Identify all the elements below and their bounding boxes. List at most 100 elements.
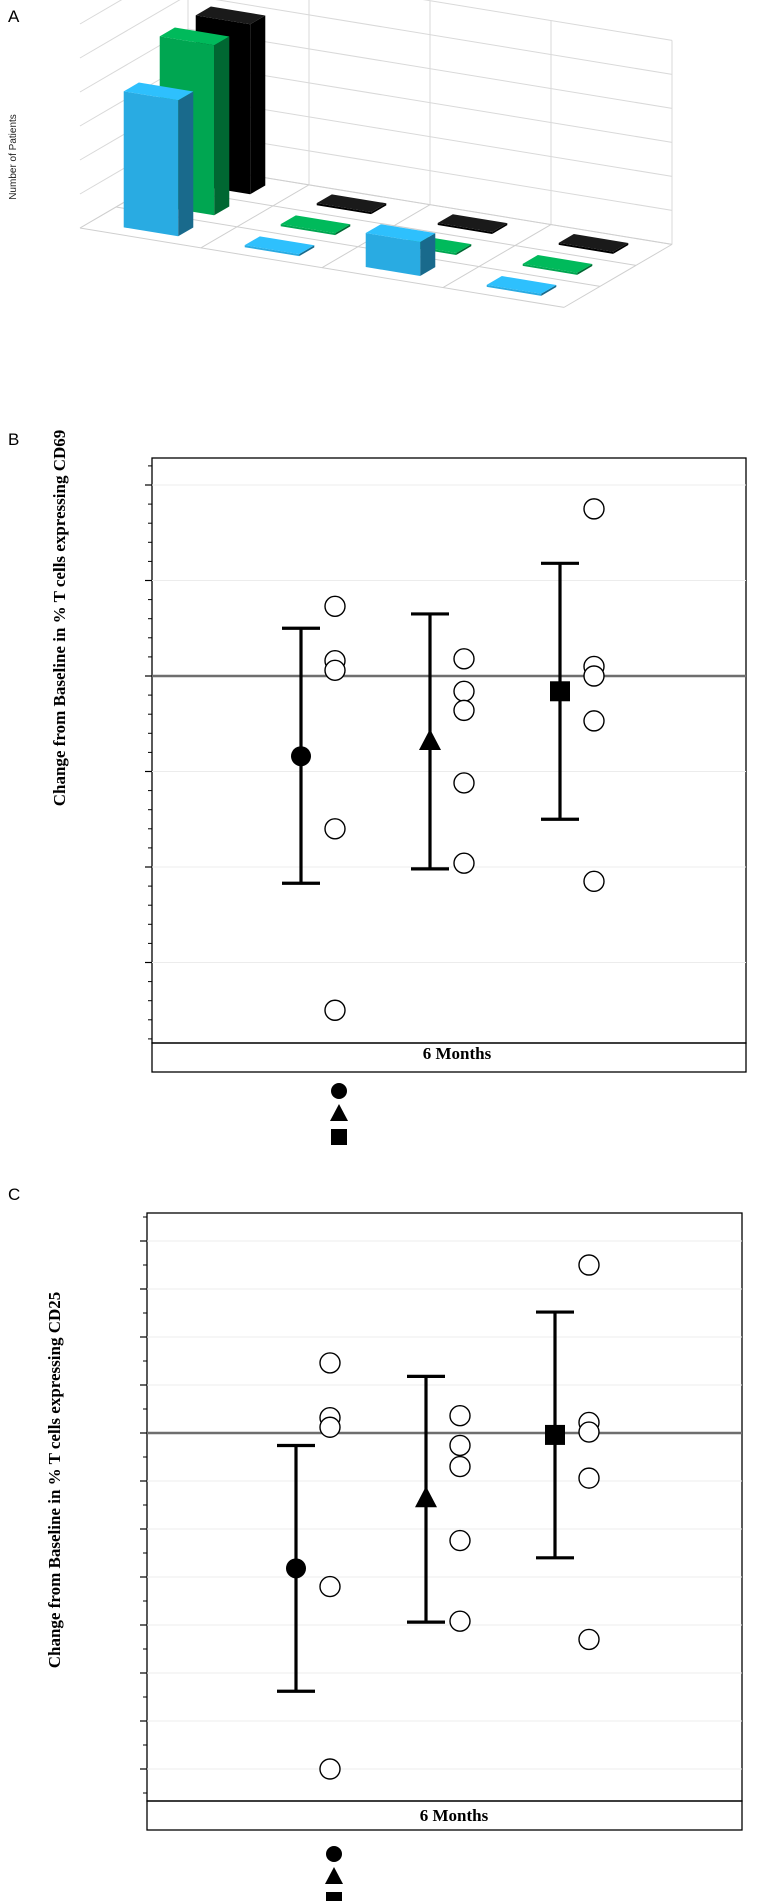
bar-top [316, 194, 387, 213]
data-point [583, 710, 605, 732]
data-point [449, 1405, 471, 1427]
panel-c-label: C [8, 1185, 20, 1204]
bar-20M-1 [244, 236, 315, 257]
mean-marker-square [545, 1424, 565, 1445]
legend-marker-triangle [325, 1867, 343, 1884]
data-point [319, 1575, 341, 1598]
panel-b-y-axis-label: Change from Baseline in % T cells expres… [50, 430, 69, 807]
data-point [324, 818, 346, 840]
panel-b-label: B [8, 430, 19, 449]
data-point [324, 999, 346, 1021]
data-point [578, 1254, 600, 1276]
bar-side [541, 284, 557, 296]
group-square [536, 1254, 600, 1651]
legend-marker-triangle [330, 1104, 348, 1121]
bar-side [335, 224, 351, 236]
gridline [79, 0, 181, 59]
bar-top [365, 224, 436, 242]
legend-marker-circle [331, 1083, 347, 1099]
bar-side [178, 91, 194, 237]
bar-front [244, 245, 300, 257]
bar-20M-3 [486, 276, 557, 296]
bar-top [522, 255, 593, 273]
data-point [578, 1628, 600, 1651]
bar-side [577, 263, 593, 275]
group-triangle [411, 612, 475, 874]
data-point [449, 1610, 471, 1632]
mean-marker-square [550, 681, 570, 702]
data-point [583, 665, 605, 687]
bar-top [195, 6, 266, 25]
bar-front [486, 284, 542, 296]
gridline [151, 185, 637, 266]
bar-front [123, 91, 179, 237]
panel-b: B Change from Baseline in % T cells expr… [8, 430, 747, 1145]
bar-top [123, 82, 194, 101]
panel-a: A Number of Patients [8, 0, 673, 308]
gridline [79, 227, 565, 308]
gridline [115, 206, 601, 287]
panel-a-y-axis-label: Number of Patients [8, 114, 19, 200]
data-point [319, 1758, 341, 1780]
data-point [453, 852, 475, 874]
legend-marker-square [326, 1892, 342, 1901]
data-point [324, 659, 346, 681]
panel-a-label: A [8, 7, 20, 26]
data-point [319, 1416, 341, 1438]
mean-marker-circle [286, 1558, 306, 1579]
bar-front [316, 203, 372, 215]
bar-100M-1 [280, 215, 351, 236]
bar-100M-3 [522, 255, 593, 275]
mean-marker-triangle [415, 1486, 437, 1508]
group-circle [282, 595, 346, 1021]
bar-200M-3 [558, 234, 629, 254]
bar-front [437, 223, 493, 234]
group-square [541, 498, 605, 893]
plot-frame [151, 457, 747, 1044]
gridline [563, 243, 673, 308]
data-point [578, 1421, 600, 1443]
bar-top [280, 215, 351, 234]
data-point [453, 648, 475, 670]
x-label-frame [151, 1042, 747, 1073]
panel-c-y-axis-label: Change from Baseline in % T cells expres… [45, 1292, 64, 1669]
bar-top [159, 27, 230, 46]
bar-side [492, 223, 508, 234]
panel-c-plot [140, 1212, 743, 1831]
panel-b-plot [145, 457, 747, 1073]
data-point [319, 1352, 341, 1374]
panel-b-x-axis-label: 6 Months [423, 1044, 492, 1063]
data-point [449, 1434, 471, 1457]
data-point [324, 595, 346, 617]
gridline [79, 0, 123, 25]
data-point [449, 1529, 471, 1552]
bar-top [486, 276, 557, 294]
bar-side [250, 15, 266, 195]
data-point [578, 1467, 600, 1489]
bar-20M-2 [365, 224, 436, 276]
gridline [200, 184, 310, 249]
bar-side [299, 245, 315, 257]
bar-front [522, 263, 578, 275]
plot-frame [146, 1212, 743, 1802]
gridline [442, 224, 552, 288]
data-point [583, 870, 605, 893]
gridline [187, 164, 673, 245]
bar-side [371, 203, 387, 215]
data-point [453, 699, 475, 722]
data-point [449, 1455, 471, 1478]
bar-front [365, 233, 421, 276]
bar-top [558, 234, 629, 252]
bar-top [437, 214, 508, 232]
bar-top [244, 236, 315, 255]
bar-20M-0 [123, 82, 194, 237]
legend-marker-circle [326, 1846, 342, 1862]
bar-side [420, 233, 436, 276]
legend-marker-square [331, 1129, 347, 1145]
bar-200M-1 [316, 194, 387, 215]
bar-side [456, 244, 472, 255]
bar-200M-2 [437, 214, 508, 234]
bar-side [214, 36, 230, 216]
panel-c: C Change from Baseline in % T cells expr… [8, 1185, 743, 1901]
